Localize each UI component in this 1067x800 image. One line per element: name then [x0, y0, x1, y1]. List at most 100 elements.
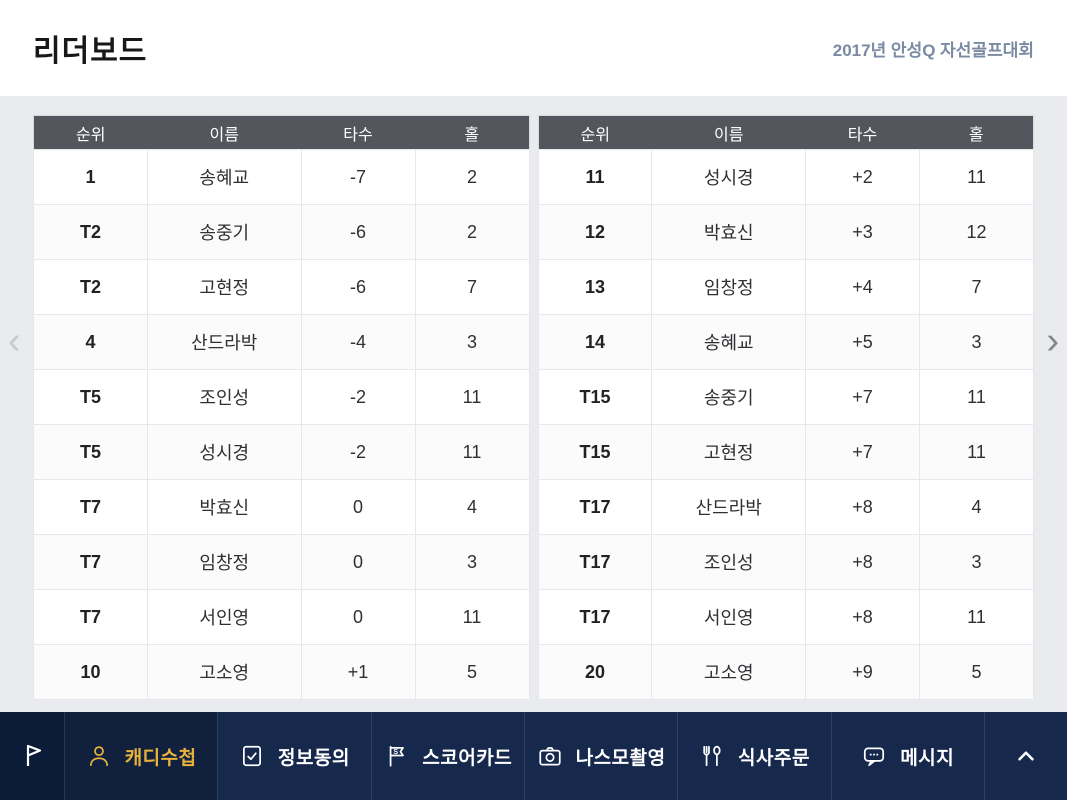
hole-cell: 11: [919, 149, 1034, 205]
message-bubble-icon: [861, 743, 887, 769]
strokes-cell: +5: [805, 314, 920, 370]
name-cell: 송중기: [146, 204, 302, 260]
name-cell: 서인영: [651, 589, 807, 645]
nav-item-label: 식사주문: [738, 747, 810, 769]
hole-cell: 11: [414, 589, 530, 645]
table-row: T17 서인영 +8 11: [537, 589, 1034, 645]
column-header-name: 이름: [651, 115, 806, 150]
logo-flag-icon: [15, 739, 49, 773]
strokes-cell: +3: [805, 204, 920, 260]
hole-cell: 5: [919, 644, 1034, 700]
table-row: T5 성시경 -2 11: [33, 424, 530, 480]
table-header-row: 순위 이름 타수 홀: [538, 115, 1034, 150]
rank-cell: T5: [33, 424, 148, 480]
strokes-cell: +9: [805, 644, 920, 700]
column-header-hole: 홀: [919, 115, 1034, 150]
name-cell: 송혜교: [146, 149, 302, 205]
column-header-name: 이름: [147, 115, 302, 150]
name-cell: 임창정: [146, 534, 302, 590]
strokes-cell: +4: [805, 259, 920, 315]
hole-cell: 7: [919, 259, 1034, 315]
nav-item-label: 정보동의: [278, 747, 350, 769]
strokes-cell: +8: [805, 534, 920, 590]
strokes-cell: -6: [300, 259, 416, 315]
column-header-hole: 홀: [415, 115, 529, 150]
table-row: T17 산드라박 +8 4: [537, 479, 1034, 535]
scorecard-letter: S: [394, 749, 399, 756]
table-row: T2 송중기 -6 2: [33, 204, 530, 260]
nav-collapse-button[interactable]: [983, 712, 1067, 800]
app-logo[interactable]: [0, 712, 64, 800]
hole-cell: 7: [414, 259, 530, 315]
table-row: 13 임창정 +4 7: [537, 259, 1034, 315]
hole-cell: 12: [919, 204, 1034, 260]
hole-cell: 3: [414, 314, 530, 370]
nav-item-message[interactable]: 메시지: [830, 712, 984, 800]
table-row: 12 박효신 +3 12: [537, 204, 1034, 260]
hole-cell: 11: [414, 424, 530, 480]
table-row: 4 산드라박 -4 3: [33, 314, 530, 370]
strokes-cell: +7: [805, 369, 920, 425]
name-cell: 산드라박: [146, 314, 302, 370]
table-row: 14 송혜교 +5 3: [537, 314, 1034, 370]
hole-cell: 2: [414, 204, 530, 260]
rank-cell: 12: [537, 204, 653, 260]
rank-cell: 11: [537, 149, 653, 205]
table-row: 20 고소영 +9 5: [537, 644, 1034, 700]
name-cell: 송혜교: [651, 314, 807, 370]
name-cell: 산드라박: [651, 479, 807, 535]
rank-cell: T5: [33, 369, 148, 425]
name-cell: 성시경: [651, 149, 807, 205]
header: 리더보드 2017년 안성Q 자선골프대회: [0, 0, 1067, 96]
name-cell: 서인영: [146, 589, 302, 645]
strokes-cell: -2: [300, 369, 416, 425]
strokes-cell: -7: [300, 149, 416, 205]
nav-item-caddy-notebook[interactable]: 캐디수첩: [64, 712, 218, 800]
column-header-rank: 순위: [33, 115, 148, 150]
person-icon: [86, 743, 112, 769]
table-row: T7 박효신 0 4: [33, 479, 530, 535]
rank-cell: T7: [33, 589, 148, 645]
hole-cell: 4: [414, 479, 530, 535]
leaderboard-table-left: 순위 이름 타수 홀 1 송혜교 -7 2 T2 송중기 -6 2 T2 고현정 -6 7 4 산드라박 -…: [33, 115, 530, 700]
rank-cell: 1: [33, 149, 148, 205]
hole-cell: 2: [414, 149, 530, 205]
scorecard-flag-icon: S: [383, 743, 409, 769]
name-cell: 조인성: [146, 369, 302, 425]
next-page-arrow[interactable]: ›: [1046, 320, 1059, 362]
strokes-cell: 0: [300, 534, 416, 590]
table-row: T7 임창정 0 3: [33, 534, 530, 590]
table-row: T15 송중기 +7 11: [537, 369, 1034, 425]
nav-item-info-consent[interactable]: 정보동의: [217, 712, 370, 800]
name-cell: 송중기: [651, 369, 807, 425]
rank-cell: 13: [537, 259, 653, 315]
table-header-row: 순위 이름 타수 홀: [33, 115, 529, 150]
hole-cell: 11: [919, 589, 1034, 645]
prev-page-arrow[interactable]: ‹: [8, 320, 21, 362]
rank-cell: 20: [537, 644, 653, 700]
hole-cell: 3: [919, 314, 1034, 370]
camera-icon: [537, 743, 563, 769]
nav-item-swing-video[interactable]: 나스모촬영: [523, 712, 677, 800]
table-row: T15 고현정 +7 11: [537, 424, 1034, 480]
hole-cell: 3: [414, 534, 530, 590]
nav-item-label: 캐디수첩: [124, 747, 197, 769]
rank-cell: T17: [537, 589, 653, 645]
table-row: T5 조인성 -2 11: [33, 369, 530, 425]
hole-cell: 11: [414, 369, 530, 425]
table-row: 11 성시경 +2 11: [537, 149, 1034, 205]
name-cell: 조인성: [651, 534, 807, 590]
consent-check-icon: [239, 743, 265, 769]
bottom-nav: 캐디수첩 정보동의 S 스코어카드 나스모촬영: [0, 712, 1067, 800]
rank-cell: 10: [33, 644, 148, 700]
hole-cell: 5: [414, 644, 530, 700]
strokes-cell: +2: [805, 149, 920, 205]
rank-cell: 4: [33, 314, 148, 370]
page-title: 리더보드: [33, 35, 148, 68]
hole-cell: 3: [919, 534, 1034, 590]
name-cell: 성시경: [146, 424, 302, 480]
nav-item-scorecard[interactable]: S 스코어카드: [370, 712, 524, 800]
hole-cell: 11: [919, 424, 1034, 480]
nav-item-meal-order[interactable]: 식사주문: [677, 712, 830, 800]
tournament-subtitle: 2017년 안성Q 자선골프대회: [832, 40, 1034, 60]
